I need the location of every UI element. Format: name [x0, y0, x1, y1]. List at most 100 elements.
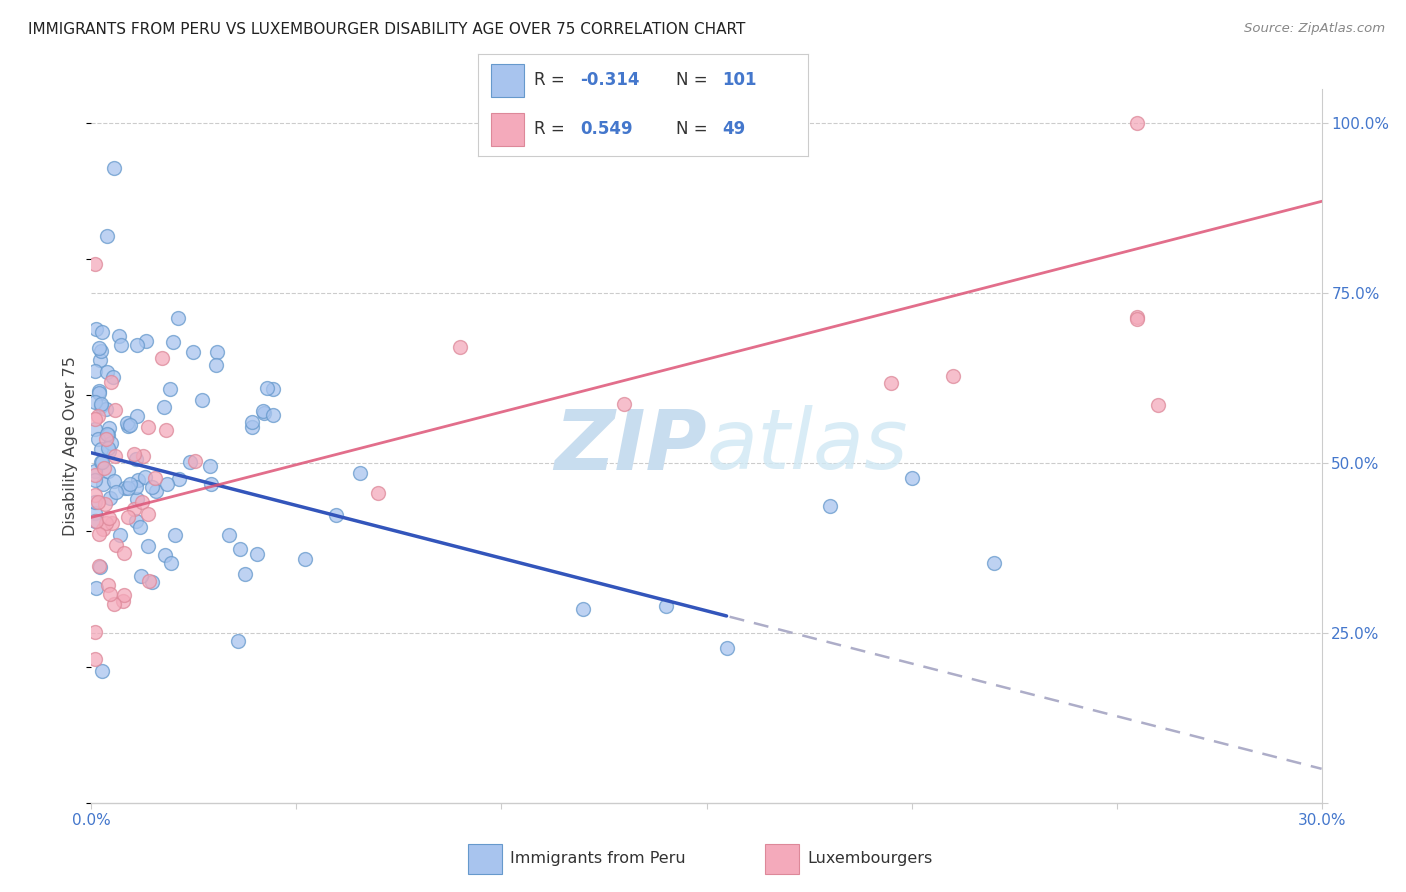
Point — [97, 577, 120, 591]
Point — [128, 520, 150, 534]
Point — [84, 507, 107, 521]
Point — [103, 474, 125, 488]
Point — [94, 401, 117, 416]
Point — [87, 527, 110, 541]
Text: Immigrants from Peru: Immigrants from Peru — [510, 851, 686, 866]
Point — [1126, 311, 1149, 326]
Point — [262, 409, 284, 423]
Point — [129, 568, 152, 582]
Point — [87, 432, 110, 446]
Text: -0.314: -0.314 — [581, 71, 640, 89]
Point — [191, 393, 214, 408]
Point — [96, 229, 118, 244]
Bar — [468, 844, 502, 874]
Point — [138, 574, 160, 588]
Point — [163, 528, 186, 542]
Point — [122, 502, 145, 516]
Point — [136, 539, 159, 553]
Point — [127, 409, 149, 424]
Point — [103, 597, 125, 611]
Point — [156, 476, 179, 491]
Point — [240, 420, 263, 434]
Point — [131, 495, 153, 509]
Point — [240, 415, 263, 429]
Point — [90, 442, 112, 456]
Point — [115, 417, 138, 431]
Point — [1126, 116, 1149, 130]
Point — [84, 624, 107, 639]
Point — [84, 364, 107, 378]
Point — [200, 477, 222, 491]
Point — [246, 547, 269, 561]
Text: 49: 49 — [723, 120, 745, 138]
Point — [90, 397, 112, 411]
Point — [983, 556, 1005, 570]
Point — [108, 329, 131, 343]
Point — [125, 452, 148, 467]
Point — [84, 257, 107, 271]
Point — [135, 334, 157, 349]
Text: R =: R = — [534, 71, 571, 89]
Point — [160, 556, 183, 570]
Text: IMMIGRANTS FROM PERU VS LUXEMBOURGER DISABILITY AGE OVER 75 CORRELATION CHART: IMMIGRANTS FROM PERU VS LUXEMBOURGER DIS… — [28, 22, 745, 37]
Point — [169, 472, 191, 486]
Point — [98, 444, 121, 458]
Point — [94, 516, 117, 530]
Point — [91, 325, 114, 339]
Point — [87, 495, 110, 509]
Point — [96, 427, 118, 442]
Point — [101, 516, 124, 530]
Text: 0.549: 0.549 — [581, 120, 633, 138]
Point — [449, 340, 471, 354]
Point — [84, 322, 107, 336]
Point — [162, 335, 184, 350]
Point — [205, 344, 228, 359]
Point — [84, 468, 107, 483]
Point — [104, 485, 127, 500]
Point — [103, 161, 125, 175]
Point — [87, 384, 110, 399]
Point — [84, 422, 107, 436]
Point — [96, 365, 118, 379]
Point — [110, 337, 132, 351]
Point — [145, 483, 167, 498]
Point — [112, 593, 135, 607]
Point — [117, 419, 139, 434]
Text: N =: N = — [676, 120, 713, 138]
Point — [84, 652, 107, 666]
Point — [91, 664, 114, 678]
Point — [91, 455, 114, 469]
Point — [716, 641, 738, 656]
Point — [262, 383, 284, 397]
Point — [93, 461, 115, 475]
Point — [112, 546, 135, 560]
Point — [125, 514, 148, 528]
Point — [1146, 398, 1168, 412]
Point — [112, 588, 135, 602]
Point — [153, 549, 176, 563]
Point — [132, 449, 155, 463]
Point — [90, 344, 112, 359]
Point — [143, 471, 166, 485]
Point — [101, 370, 124, 384]
Text: R =: R = — [534, 120, 571, 138]
Point — [84, 488, 107, 502]
Point — [138, 508, 160, 522]
Point — [104, 449, 127, 463]
Point — [153, 400, 176, 414]
Point — [252, 404, 274, 418]
Point — [183, 453, 205, 467]
Point — [572, 602, 595, 616]
Point — [167, 310, 190, 325]
Point — [134, 470, 156, 484]
Point — [141, 480, 163, 494]
Text: ZIP: ZIP — [554, 406, 706, 486]
Point — [84, 465, 107, 479]
Point — [103, 402, 125, 417]
Point — [818, 499, 841, 513]
Point — [294, 552, 316, 566]
Point — [98, 421, 121, 435]
Point — [228, 541, 250, 556]
Point — [120, 417, 142, 432]
Point — [654, 599, 676, 614]
